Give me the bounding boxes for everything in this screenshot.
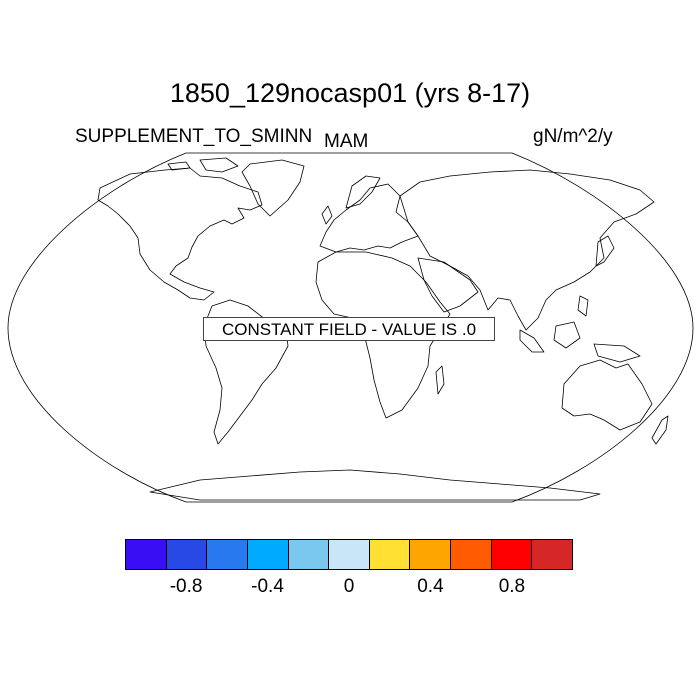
antarctica-coast — [149, 469, 601, 501]
colorbar-tick-label: 0.4 — [417, 576, 444, 597]
greenland-coast — [241, 159, 305, 217]
colorbar-swatch — [126, 540, 167, 569]
colorbar-tick-label: -0.8 — [169, 576, 203, 597]
colorbar-tick-label: -0.4 — [251, 576, 284, 597]
colorbar-swatch — [491, 540, 533, 569]
japan-coast — [595, 235, 615, 267]
north-america-coast — [97, 167, 263, 301]
philippines-coast — [577, 295, 589, 317]
madagascar-coast — [435, 365, 445, 395]
colorbar-tick-label: 0 — [343, 576, 355, 597]
variable-label: SUPPLEMENT_TO_SMINN — [75, 126, 313, 147]
units-label: gN/m^2/y — [533, 126, 613, 147]
uk-coast — [321, 205, 333, 225]
africa-coast — [315, 251, 451, 419]
arctic-island — [167, 161, 191, 171]
borneo-coast — [553, 321, 581, 349]
colorbar — [125, 539, 573, 570]
new-zealand-coast — [651, 415, 669, 445]
arabia-coast — [417, 257, 479, 313]
new-guinea-coast — [593, 343, 641, 363]
constant-field-notice: CONSTANT FIELD - VALUE IS .0 — [203, 317, 495, 341]
season-label: MAM — [324, 131, 369, 152]
plot-title: 1850_129nocasp01 (yrs 8-17) — [169, 78, 531, 108]
colorbar-swatch — [369, 540, 411, 569]
colorbar-swatch — [288, 540, 330, 569]
colorbar-swatch — [207, 540, 248, 569]
arctic-island — [199, 157, 239, 173]
colorbar-swatch — [166, 540, 208, 569]
europe-coast — [319, 183, 419, 253]
colorbar-tick-label: 0.8 — [498, 576, 526, 597]
australia-coast — [561, 359, 653, 431]
scandinavia-coast — [345, 175, 381, 209]
colorbar-swatch — [410, 540, 452, 569]
asia-coast — [399, 169, 655, 331]
map-outline — [7, 152, 694, 503]
sumatra-coast — [519, 329, 545, 353]
colorbar-swatch — [329, 540, 370, 569]
colorbar-swatch — [451, 540, 492, 569]
colorbar-swatch — [247, 540, 289, 569]
colorbar-swatch — [532, 540, 573, 569]
